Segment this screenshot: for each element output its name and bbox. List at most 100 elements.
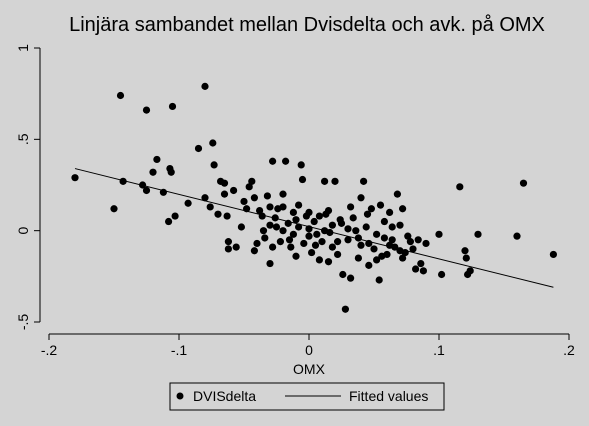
scatter-point bbox=[466, 267, 474, 275]
scatter-point bbox=[388, 223, 396, 231]
scatter-point bbox=[269, 243, 277, 251]
scatter-point bbox=[376, 201, 385, 209]
scatter-point bbox=[289, 208, 297, 216]
scatter-point bbox=[223, 212, 231, 220]
scatter-points-layer bbox=[71, 82, 558, 313]
scatter-point bbox=[349, 214, 357, 222]
scatter-point bbox=[321, 177, 329, 185]
scatter-point bbox=[315, 212, 323, 220]
scatter-point bbox=[417, 259, 425, 268]
scatter-point bbox=[171, 212, 179, 220]
scatter-point bbox=[292, 216, 300, 224]
scatter-point bbox=[344, 236, 352, 244]
scatter-point bbox=[271, 214, 279, 222]
scatter-point bbox=[328, 243, 336, 251]
scatter-point bbox=[220, 190, 229, 198]
scatter-point bbox=[549, 250, 558, 259]
scatter-point bbox=[110, 205, 118, 213]
scatter-point bbox=[396, 221, 404, 229]
scatter-point bbox=[194, 144, 203, 153]
scatter-point bbox=[266, 203, 274, 211]
scatter-point bbox=[153, 155, 161, 164]
x-tick-label: .2 bbox=[563, 342, 575, 358]
scatter-point bbox=[352, 227, 360, 235]
scatter-point bbox=[347, 203, 355, 211]
scatter-point bbox=[305, 225, 313, 233]
scatter-point bbox=[276, 238, 284, 246]
scatter-point bbox=[214, 210, 222, 218]
y-axis: -.5 0 .5 1 bbox=[15, 44, 41, 330]
scatter-point bbox=[354, 254, 362, 262]
scatter-point bbox=[399, 254, 407, 262]
scatter-point bbox=[404, 232, 412, 240]
scatter-point bbox=[409, 245, 417, 253]
scatter-point bbox=[370, 245, 378, 253]
scatter-point bbox=[357, 241, 365, 249]
scatter-point bbox=[298, 175, 307, 184]
scatter-point bbox=[295, 223, 303, 231]
x-tick-label: -.1 bbox=[171, 342, 188, 358]
scatter-point bbox=[266, 259, 274, 268]
scatter-point bbox=[315, 256, 323, 264]
scatter-point bbox=[253, 239, 261, 248]
scatter-point bbox=[305, 208, 313, 216]
scatter-point bbox=[224, 245, 232, 253]
scatter-point bbox=[334, 238, 342, 246]
legend-label-fitted: Fitted values bbox=[349, 388, 428, 404]
scatter-point bbox=[386, 208, 394, 216]
x-tick-label: 0 bbox=[305, 342, 313, 358]
scatter-point bbox=[209, 139, 217, 147]
scatter-point bbox=[282, 157, 290, 165]
plot-area bbox=[40, 38, 580, 334]
scatter-point bbox=[373, 256, 381, 264]
scatter-point bbox=[365, 239, 373, 248]
y-tick-label: 1 bbox=[15, 44, 31, 52]
scatter-point bbox=[210, 161, 218, 169]
scatter-point bbox=[245, 183, 253, 191]
scatter-point bbox=[167, 168, 175, 176]
scatter-point bbox=[165, 217, 173, 226]
scatter-point bbox=[240, 197, 248, 206]
scatter-point bbox=[462, 254, 470, 262]
scatter-point bbox=[287, 243, 295, 251]
scatter-point bbox=[300, 239, 308, 248]
scatter-point bbox=[365, 261, 373, 269]
scatter-point bbox=[297, 161, 305, 169]
scatter-point bbox=[519, 179, 528, 187]
scatter-point bbox=[206, 203, 214, 211]
scatter-point bbox=[311, 241, 320, 249]
scatter-point bbox=[250, 247, 258, 255]
scatter-point bbox=[513, 232, 521, 240]
scatter-point bbox=[321, 227, 329, 235]
scatter-point bbox=[354, 234, 362, 242]
scatter-point bbox=[406, 238, 414, 246]
scatter-point bbox=[184, 199, 192, 207]
scatter-point bbox=[380, 234, 388, 242]
scatter-point bbox=[232, 243, 240, 251]
scatter-point bbox=[142, 186, 151, 195]
scatter-point bbox=[461, 247, 469, 255]
scatter-point bbox=[341, 305, 349, 313]
scatter-point bbox=[324, 258, 333, 266]
scatter-point bbox=[201, 194, 209, 202]
fitted-line bbox=[74, 168, 554, 288]
scatter-point bbox=[456, 183, 464, 191]
legend: DVISdelta Fitted values bbox=[169, 382, 445, 411]
scatter-point bbox=[362, 223, 370, 231]
legend-label-dvisdelta: DVISdelta bbox=[193, 388, 256, 404]
scatter-point bbox=[367, 205, 375, 213]
scatter-point bbox=[375, 276, 383, 284]
scatter-point bbox=[168, 102, 177, 111]
scatter-point bbox=[230, 186, 238, 195]
scatter-point bbox=[220, 179, 229, 187]
scatter-point bbox=[266, 221, 274, 229]
scatter-point bbox=[116, 91, 125, 100]
y-tick-label: 0 bbox=[15, 227, 31, 235]
scatter-point bbox=[438, 270, 446, 279]
legend-marker-dvisdelta bbox=[176, 392, 184, 400]
scatter-point bbox=[292, 252, 300, 260]
scatter-point bbox=[435, 230, 443, 238]
scatter-point bbox=[272, 223, 281, 231]
scatter-point bbox=[308, 248, 316, 257]
